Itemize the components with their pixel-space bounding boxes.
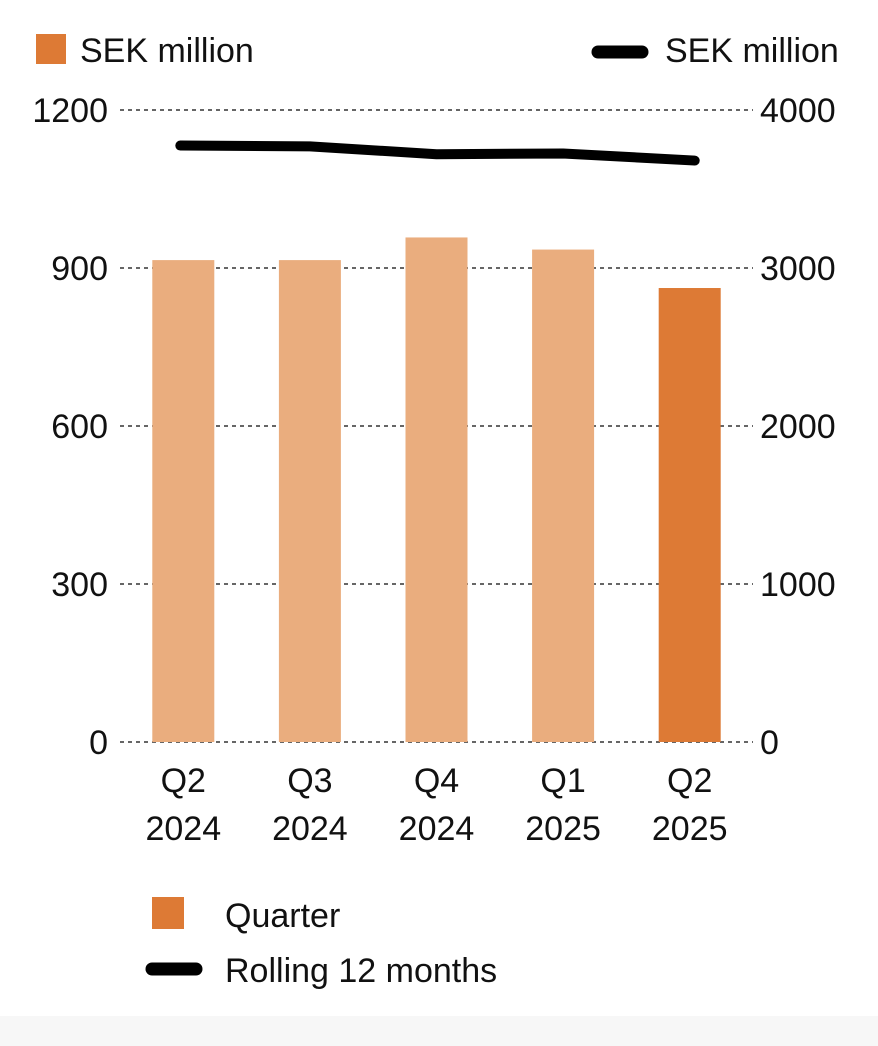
right-tick-label: 2000: [760, 408, 836, 446]
bar: [278, 260, 341, 742]
legend-quarter-label: Quarter: [225, 897, 340, 935]
left-tick-label: 0: [89, 724, 108, 762]
bar: [405, 237, 468, 742]
x-axis-labels: Q2 2024 Q3 2024 Q4 2024 Q1 2025 Q2 2025: [145, 762, 727, 848]
footer-band: [0, 1016, 878, 1046]
right-axis-label: SEK million: [665, 32, 839, 70]
x-tick-label: Q2 2025: [652, 762, 728, 848]
left-axis-label-swatch: [36, 34, 66, 64]
right-tick-label: 3000: [760, 250, 836, 288]
rolling-line-series: [175, 140, 700, 166]
bars: [152, 237, 721, 743]
bar: [532, 249, 595, 743]
left-tick-label: 300: [51, 566, 108, 604]
right-tick-label: 1000: [760, 566, 836, 604]
x-tick-label: Q4 2024: [399, 762, 475, 848]
bar: [658, 288, 721, 742]
left-tick-label: 600: [51, 408, 108, 446]
right-axis-ticks: 0 1000 2000 3000 4000: [760, 92, 836, 762]
x-tick-label: Q2 2024: [145, 762, 221, 848]
grid: [120, 109, 753, 743]
x-tick-label: Q1 2025: [525, 762, 601, 848]
legend-rolling-label: Rolling 12 months: [225, 952, 497, 990]
left-tick-label: 900: [51, 250, 108, 288]
axis-headers: SEK million SEK million: [36, 32, 839, 70]
left-axis-ticks: 0 300 600 900 1200: [32, 92, 108, 762]
left-axis-label: SEK million: [80, 32, 254, 70]
legend-quarter-swatch: [152, 897, 184, 929]
bar: [152, 260, 215, 742]
x-tick-label: Q3 2024: [272, 762, 348, 848]
rolling-line: [175, 140, 700, 166]
legend: Quarter Rolling 12 months: [145, 897, 497, 990]
left-tick-label: 1200: [32, 92, 108, 130]
right-tick-label: 0: [760, 724, 779, 762]
right-tick-label: 4000: [760, 92, 836, 130]
